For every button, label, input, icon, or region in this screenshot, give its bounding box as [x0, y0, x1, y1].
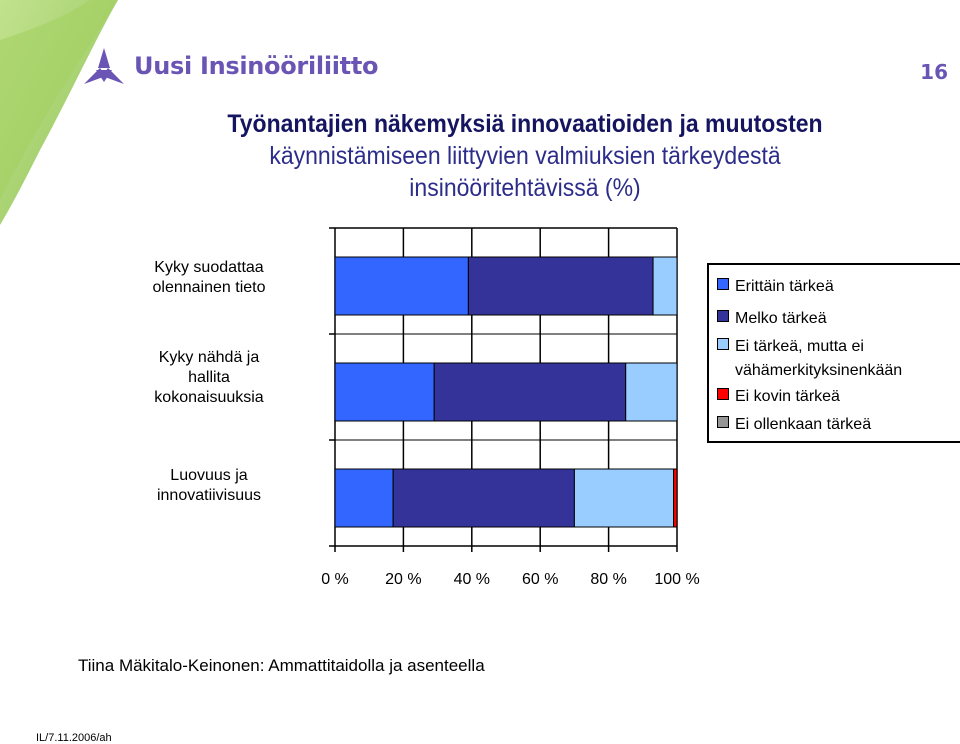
footer-author: Tiina Mäkitalo-Keinonen: Ammattitaidolla…: [78, 656, 485, 675]
category-label-line: kokonaisuuksia: [154, 389, 264, 406]
bar-segment: [334, 256, 469, 316]
category-label-line: Kyky nähdä ja: [158, 349, 260, 366]
legend-swatch: [717, 310, 729, 322]
legend-item-very-important: Erittäin tärkeä: [717, 276, 834, 298]
bar-segment: [573, 468, 675, 528]
bar-segment: [467, 256, 654, 316]
category-label-line: olennainen tieto: [152, 279, 266, 296]
legend-label: Melko tärkeä: [735, 310, 827, 327]
legend-swatch: [717, 388, 729, 400]
legend-item-not-important-but-line2: vähämerkityksinenkään: [735, 360, 902, 382]
legend-label: Ei ollenkaan tärkeä: [735, 416, 872, 433]
legend-label: Erittäin tärkeä: [735, 278, 834, 295]
green-swoosh-decoration: [0, 0, 118, 225]
legend-item-not-very-important: Ei kovin tärkeä: [717, 386, 840, 408]
bar-segment: [625, 362, 678, 422]
category-label-see-wholes: Kyky nähdä ja hallita kokonaisuuksia: [104, 348, 314, 408]
legend-item-not-important-but: Ei tärkeä, mutta ei: [717, 336, 864, 358]
category-label-line: Kyky suodattaa: [154, 259, 264, 276]
bar-segment: [433, 362, 627, 422]
x-tick-label: 20 %: [385, 571, 421, 588]
category-label-line: hallita: [188, 369, 230, 386]
chart-legend: Erittäin tärkeä Melko tärkeä Ei tärkeä, …: [707, 263, 960, 443]
legend-label: Ei kovin tärkeä: [735, 388, 840, 405]
bar-segment: [392, 468, 575, 528]
category-label-line: innovatiivisuus: [156, 487, 262, 504]
chart-title: Työnantajien näkemyksiä innovaatioiden j…: [198, 108, 851, 204]
x-tick-label: 80 %: [590, 571, 626, 588]
x-tick-label: 0 %: [321, 571, 349, 588]
logo-text: Uusi Insinööriliitto: [134, 52, 379, 80]
legend-label: vähämerkityksinenkään: [735, 362, 903, 379]
bar-segment: [334, 362, 435, 422]
category-label-filter-information: Kyky suodattaa olennainen tieto: [104, 258, 314, 298]
bar-segment: [673, 468, 678, 528]
legend-item-fairly-important: Melko tärkeä: [717, 308, 827, 330]
title-line-2: käynnistämiseen liittyvien valmiuksien t…: [269, 142, 781, 170]
bar-segment: [652, 256, 678, 316]
title-line-1: Työnantajien näkemyksiä innovaatioiden j…: [227, 110, 823, 138]
x-tick-label: 60 %: [522, 571, 558, 588]
logo-mark-icon: [84, 48, 124, 84]
legend-item-not-at-all-important: Ei ollenkaan tärkeä: [717, 414, 871, 436]
category-label-line: Luovuus ja: [170, 467, 248, 484]
footer-code: IL/7.11.2006/ah: [36, 732, 112, 744]
legend-swatch: [717, 338, 729, 350]
title-line-3: insinööritehtävissä (%): [409, 174, 641, 202]
x-tick-label: 40 %: [454, 571, 490, 588]
bar-segment: [334, 468, 394, 528]
legend-swatch: [717, 278, 729, 290]
legend-swatch: [717, 416, 729, 428]
x-tick-label: 100 %: [654, 571, 699, 588]
category-label-creativity: Luovuus ja innovatiivisuus: [104, 466, 314, 506]
legend-label: Ei tärkeä, mutta ei: [735, 338, 864, 355]
page-number: 16: [920, 60, 948, 84]
